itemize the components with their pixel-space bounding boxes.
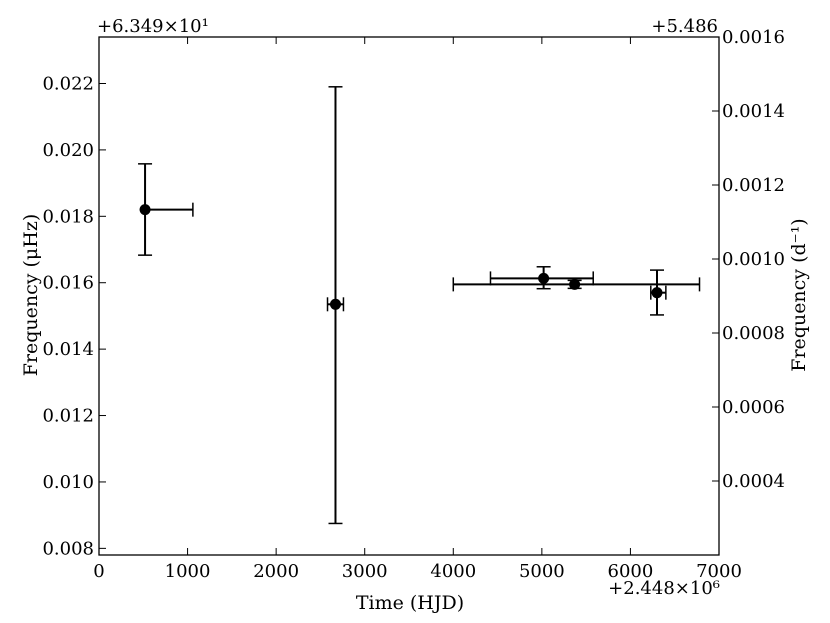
- left-y-axis-label: Frequency (μHz): [20, 214, 42, 377]
- y-right-offset-label: +5.486: [651, 16, 718, 37]
- right-y-tick-label: 0.0014: [722, 101, 785, 122]
- right-y-axis-ticks: 0.0004 0.0006 0.0008 0.0010 0.0012 0.0014 0.00…: [712, 27, 785, 492]
- x-tick-label: 3000: [342, 561, 388, 582]
- data-points: [138, 86, 701, 525]
- data-point: [138, 163, 194, 256]
- left-y-tick-label: 0.018: [42, 206, 94, 227]
- x-tick-label: 6000: [608, 561, 654, 582]
- right-y-tick-label: 0.0006: [722, 397, 785, 418]
- right-y-tick-label: 0.0008: [722, 323, 785, 344]
- x-axis-label: Time (HJD): [356, 592, 464, 614]
- left-y-tick-label: 0.010: [42, 472, 94, 493]
- left-y-tick-label: 0.014: [42, 339, 94, 360]
- x-tick-label: 5000: [519, 561, 565, 582]
- x-offset-label: +2.448×10⁶: [608, 578, 720, 599]
- plot-area: [98, 36, 720, 556]
- left-y-tick-label: 0.022: [42, 73, 94, 94]
- data-marker: [329, 298, 341, 310]
- data-point: [326, 86, 345, 525]
- right-y-axis-label: Frequency (d⁻¹): [788, 218, 810, 371]
- left-y-tick-label: 0.020: [42, 140, 94, 161]
- plot-frame: [98, 36, 720, 556]
- data-point: [650, 269, 667, 316]
- x-tick-label: 0: [93, 561, 104, 582]
- x-tick-label: 4000: [430, 561, 476, 582]
- data-marker: [569, 278, 581, 290]
- left-y-tick-label: 0.016: [42, 273, 94, 294]
- right-y-tick-label: 0.0004: [722, 471, 785, 492]
- data-marker: [139, 204, 151, 216]
- x-tick-label: 2000: [253, 561, 299, 582]
- x-axis-ticks: 0 1000 2000 3000 4000 5000 6000 7000: [93, 37, 742, 582]
- left-y-tick-label: 0.012: [42, 406, 94, 427]
- x-tick-label: 1000: [165, 561, 211, 582]
- left-y-tick-label: 0.008: [42, 538, 94, 559]
- y-left-offset-label: +6.349×10¹: [97, 16, 209, 37]
- data-marker: [651, 287, 663, 299]
- right-y-tick-label: 0.0010: [722, 249, 785, 270]
- data-marker: [538, 272, 550, 284]
- left-y-axis-ticks: 0.008 0.010 0.012 0.014 0.016 0.018 0.020 0.022: [42, 73, 106, 559]
- data-point: [452, 277, 701, 292]
- right-y-tick-label: 0.0012: [722, 175, 785, 196]
- right-y-tick-label: 0.0016: [722, 27, 785, 48]
- x-tick-label: 7000: [696, 561, 742, 582]
